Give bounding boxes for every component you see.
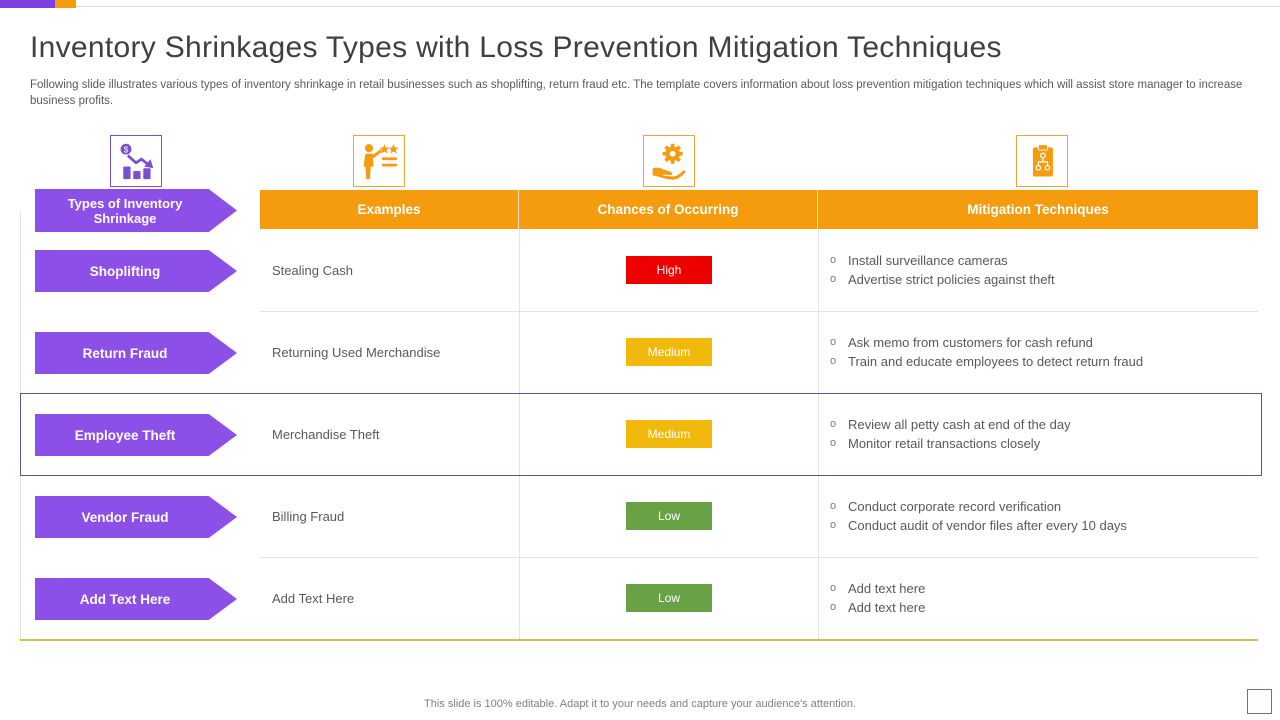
bullet-marker: o — [830, 437, 837, 449]
example-cell: Stealing Cash — [272, 262, 353, 278]
column-header-examples: Examples — [260, 190, 519, 229]
type-label: Shoplifting — [89, 263, 161, 279]
example-cell: Billing Fraud — [272, 508, 345, 524]
type-label: Return Fraud — [82, 345, 168, 361]
bullet-marker: o — [830, 519, 837, 531]
column-divider — [818, 229, 819, 639]
bullet-marker: o — [830, 355, 837, 367]
slide-description: Following slide illustrates various type… — [30, 79, 1243, 107]
bullet-item: o Monitor retail transactions closely — [830, 436, 1041, 451]
bullet-item: o Review all petty cash at end of the day — [830, 417, 1071, 432]
example-cell: Merchandise Theft — [272, 426, 380, 442]
mitigation-cell: o Conduct corporate record verification o… — [830, 475, 1250, 557]
clipboard-flowchart-glyph — [1032, 144, 1053, 177]
type-label: Add Text Here — [79, 591, 171, 607]
table-row: Employee Theft Merchandise Theft Medium … — [0, 393, 1280, 475]
table-row: Add Text Here Add Text Here Low o Add tex… — [0, 557, 1280, 639]
bullet-item: o Train and educate employees to detect r… — [830, 354, 1144, 369]
clipboard-flowchart-icon[interactable] — [1016, 135, 1068, 187]
example-cell: Returning Used Merchandise — [272, 344, 441, 360]
accent-bar-purple — [0, 0, 55, 8]
type-arrow-employee-theft[interactable]: Employee Theft — [35, 414, 237, 456]
gear-on-hand-glyph — [652, 143, 686, 180]
gear-on-hand-icon[interactable] — [643, 135, 695, 187]
corner-placeholder-shape[interactable] — [1247, 689, 1272, 714]
bullet-marker: o — [830, 601, 837, 613]
bullet-item: o Ask memo from customers for cash refund — [830, 335, 1093, 350]
accent-divider-line — [76, 6, 1280, 7]
bullet-marker: o — [830, 500, 837, 512]
selected-row-outline[interactable] — [20, 393, 1262, 476]
row-divider — [260, 311, 1258, 312]
mitigation-cell: o Review all petty cash at end of the day… — [830, 393, 1250, 475]
row-divider — [260, 557, 1258, 558]
bullet-marker: o — [830, 582, 837, 594]
bullet-item: o Advertise strict policies against theft — [830, 272, 1055, 287]
chance-badge-high[interactable]: High — [626, 256, 712, 284]
chance-badge-low[interactable]: Low — [626, 584, 712, 612]
declining-sales-chart-glyph: $ — [120, 143, 154, 180]
chance-badge-low[interactable]: Low — [626, 502, 712, 530]
table-header-row: Examples Chances of Occurring Mitigation… — [260, 190, 1258, 229]
accent-bar-orange — [55, 0, 76, 8]
page-title: Inventory Shrinkages Types with Loss Pre… — [30, 31, 1002, 64]
column-header-mitigation: Mitigation Techniques — [967, 202, 1109, 217]
row-header-label: Types of Inventory Shrinkage — [67, 195, 183, 226]
row-header-arrow[interactable]: Types of Inventory Shrinkage — [35, 189, 237, 232]
column-header-chances: Chances of Occurring — [519, 190, 818, 229]
bullet-item: o Conduct corporate record verification — [830, 499, 1062, 514]
type-arrow-placeholder[interactable]: Add Text Here — [35, 578, 237, 620]
chance-badge-medium[interactable]: Medium — [626, 338, 712, 366]
bullet-item: o Install surveillance cameras — [830, 253, 1008, 268]
mitigation-cell: o Install surveillance cameras o Advertise… — [830, 229, 1250, 311]
bullet-marker: o — [830, 336, 837, 348]
bullet-item: o Add text here — [830, 581, 926, 596]
example-cell: Add Text Here — [272, 590, 355, 606]
presenter-with-stars-icon[interactable] — [353, 135, 405, 187]
mitigation-cell: o Add text here o Add text here — [830, 557, 1250, 639]
bullet-marker: o — [830, 418, 837, 430]
bullet-marker: o — [830, 273, 837, 285]
table-row: Return Fraud Returning Used Merchandise … — [0, 311, 1280, 393]
type-label: Employee Theft — [74, 427, 176, 443]
table-baseline — [20, 639, 1258, 641]
presenter-with-stars-glyph — [363, 144, 399, 180]
type-label: Vendor Fraud — [81, 509, 169, 525]
editable-note: This slide is 100% editable. Adapt it to… — [424, 698, 856, 710]
svg-text:$: $ — [124, 145, 129, 154]
bullet-item: o Add text here — [830, 600, 926, 615]
table-row: Shoplifting Stealing Cash High o Install … — [0, 229, 1280, 311]
chance-badge-medium[interactable]: Medium — [626, 420, 712, 448]
column-divider — [519, 229, 520, 639]
type-arrow-shoplifting[interactable]: Shoplifting — [35, 250, 237, 292]
declining-sales-chart-icon[interactable]: $ — [110, 135, 162, 187]
bullet-marker: o — [830, 254, 837, 266]
type-arrow-vendor-fraud[interactable]: Vendor Fraud — [35, 496, 237, 538]
type-arrow-return-fraud[interactable]: Return Fraud — [35, 332, 237, 374]
mitigation-cell: o Ask memo from customers for cash refund… — [830, 311, 1250, 393]
table-row: Vendor Fraud Billing Fraud Low o Conduct … — [0, 475, 1280, 557]
bullet-item: o Conduct audit of vendor files after eve… — [830, 518, 1127, 533]
